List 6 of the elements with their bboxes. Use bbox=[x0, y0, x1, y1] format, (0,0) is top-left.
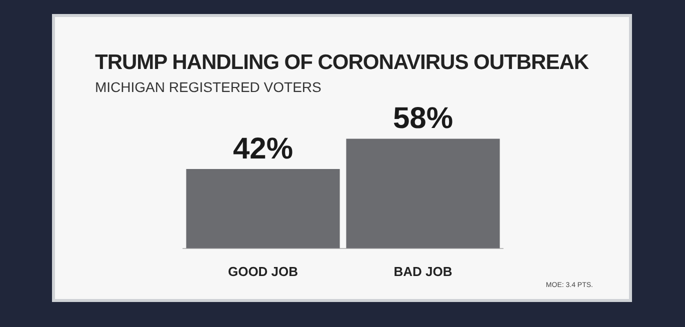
data-label: 42% bbox=[232, 132, 294, 166]
x-tick-label: GOOD JOB bbox=[228, 264, 298, 279]
chart-title: TRUMP HANDLING OF CORONAVIRUS OUTBREAK bbox=[95, 51, 589, 75]
chart-subtitle: MICHIGAN REGISTERED VOTERS bbox=[95, 79, 322, 95]
x-tick-label: BAD JOB bbox=[394, 264, 452, 279]
data-label: 58% bbox=[392, 102, 454, 136]
